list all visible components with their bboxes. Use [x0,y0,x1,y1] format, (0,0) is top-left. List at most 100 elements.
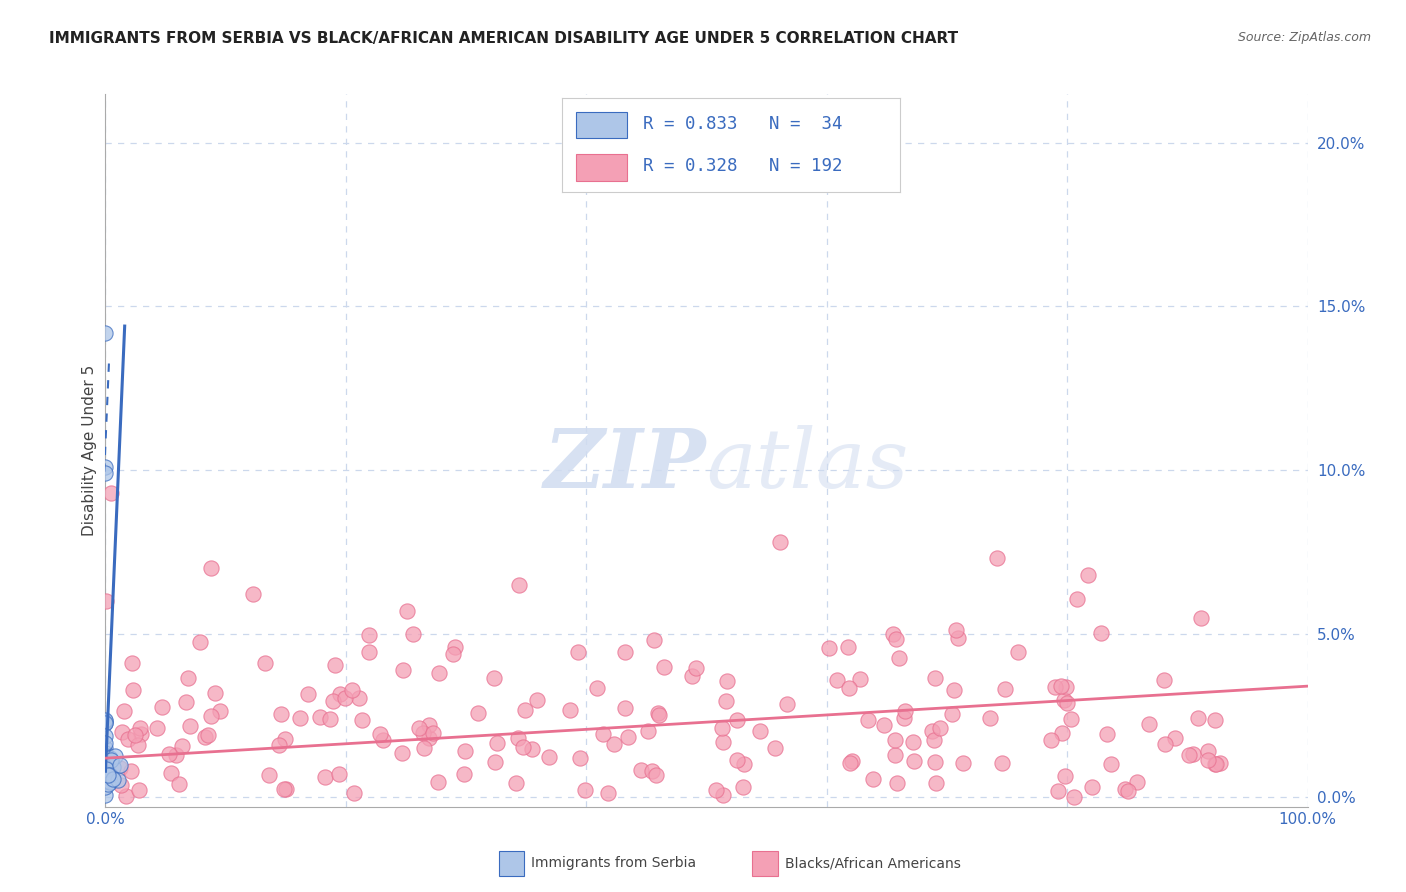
Text: Immigrants from Serbia: Immigrants from Serbia [531,856,696,871]
Point [146,721,169,735]
Point [179,719,201,733]
Point [903,754,925,768]
Point [98,768,121,782]
Point [208,704,231,718]
Point [94,767,117,781]
Point [558,703,581,717]
Point [884,733,907,747]
Point [986,551,1008,566]
Point [716,694,738,708]
Point [104,749,127,764]
Point [1137,716,1160,731]
Point [1197,744,1219,758]
Point [882,627,904,641]
Point [94,789,117,803]
Text: atlas: atlas [707,425,908,505]
Point [170,739,193,754]
Text: Blacks/African Americans: Blacks/African Americans [785,856,960,871]
Point [482,672,505,686]
Point [1177,747,1199,762]
Point [1114,781,1136,796]
Point [883,747,905,762]
Point [731,780,754,794]
Point [94,326,117,340]
Point [427,666,450,681]
Point [520,742,543,756]
Point [508,731,530,746]
Point [94,773,117,788]
Point [98,775,121,789]
Point [711,735,734,749]
Point [858,713,880,727]
Text: ZIP: ZIP [544,425,707,505]
Point [322,693,344,707]
Point [120,764,142,778]
Point [486,736,509,750]
Point [1054,769,1077,783]
Point [945,624,967,638]
Point [94,780,117,794]
Point [1164,731,1187,745]
Point [314,770,336,784]
Point [515,703,537,717]
Point [357,645,380,659]
Point [837,640,859,655]
Point [194,731,217,745]
Point [925,775,948,789]
Point [725,713,748,727]
Point [129,722,152,736]
Point [586,681,609,695]
Point [508,577,530,591]
Point [129,727,152,741]
Point [188,634,211,648]
Point [1046,783,1069,797]
Point [716,673,738,688]
Point [685,661,707,675]
Point [273,781,295,796]
Point [630,764,652,778]
Point [128,783,150,797]
Point [1054,681,1077,695]
Point [112,704,135,718]
Point [893,711,915,725]
Point [838,681,860,695]
Point [97,777,120,791]
Point [725,753,748,767]
Point [887,651,910,665]
Point [242,587,264,601]
Point [568,751,591,765]
Point [453,766,475,780]
Point [352,713,374,727]
Point [412,726,434,740]
Point [1125,775,1147,789]
Point [614,645,637,659]
Point [100,753,122,767]
Point [124,729,146,743]
Point [267,739,290,753]
Point [1099,757,1122,772]
Point [921,724,943,739]
Point [884,632,907,646]
Point [1205,757,1227,772]
Point [441,647,464,661]
Point [839,756,862,770]
FancyBboxPatch shape [576,154,627,180]
Point [204,686,226,700]
Point [1053,693,1076,707]
Point [1081,780,1104,794]
Point [841,754,863,768]
Point [942,683,965,698]
Point [637,724,659,739]
Point [1056,696,1078,710]
Point [748,723,770,738]
Point [1077,567,1099,582]
Point [1204,756,1226,771]
Point [96,750,118,764]
Point [274,781,297,796]
Point [862,772,884,786]
Text: IMMIGRANTS FROM SERBIA VS BLACK/AFRICAN AMERICAN DISABILITY AGE UNDER 5 CORRELAT: IMMIGRANTS FROM SERBIA VS BLACK/AFRICAN … [49,31,959,46]
Point [948,631,970,645]
Point [598,786,620,800]
Point [873,718,896,732]
Point [97,768,120,782]
